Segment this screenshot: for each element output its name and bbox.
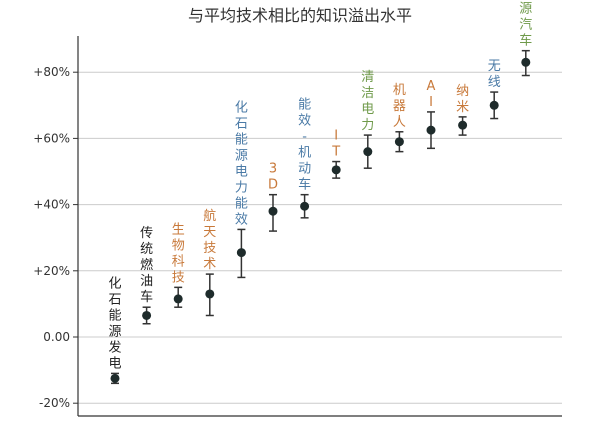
data-point (205, 289, 215, 299)
data-point (363, 147, 373, 157)
category-label: 机器人 (393, 83, 406, 130)
category-label: 生物科技 (172, 222, 185, 285)
y-tick-label: -20% (39, 396, 70, 410)
data-point (173, 294, 183, 304)
category-labels: 化石能源发电 传统燃油车 生物科技 航天技术 化石能源电力能效 3 D 能效-机动车 I T 清洁电… (108, 0, 532, 371)
category-label: 化石能源发电 (108, 276, 121, 371)
y-tick-label: +40% (33, 198, 70, 212)
y-tick-label: +20% (33, 264, 70, 278)
data-point (236, 248, 246, 258)
chart-title: 与平均技术相比的知识溢出水平 (188, 6, 412, 25)
category-label: 纳米 (456, 84, 469, 115)
data-point (426, 125, 436, 135)
data-point (300, 201, 310, 211)
data-point (110, 373, 120, 383)
axes (73, 36, 562, 417)
category-label: 清洁电力 (361, 70, 374, 133)
y-tick-label: +60% (33, 131, 70, 145)
category-label: 无线 (488, 59, 501, 90)
data-point (489, 100, 499, 110)
data-points (110, 57, 531, 383)
data-point (521, 57, 531, 67)
data-point (142, 310, 152, 320)
category-label: 化石能源电力能效 (235, 100, 248, 227)
data-point (458, 120, 468, 130)
data-point (394, 137, 404, 147)
y-tick-label: 0.00 (43, 330, 70, 344)
data-point (331, 165, 341, 175)
category-label: 新能源汽车 (519, 0, 532, 49)
gridlines (78, 71, 562, 404)
data-point (268, 206, 278, 216)
y-tick-labels: -20% 0.00 +20% +40% +60% +80% (33, 65, 70, 410)
category-label: 航天技术 (203, 208, 216, 272)
category-label: 传统燃油车 (140, 226, 153, 305)
category-label: 能效-机动车 (298, 98, 311, 193)
y-tick-label: +80% (33, 65, 70, 79)
